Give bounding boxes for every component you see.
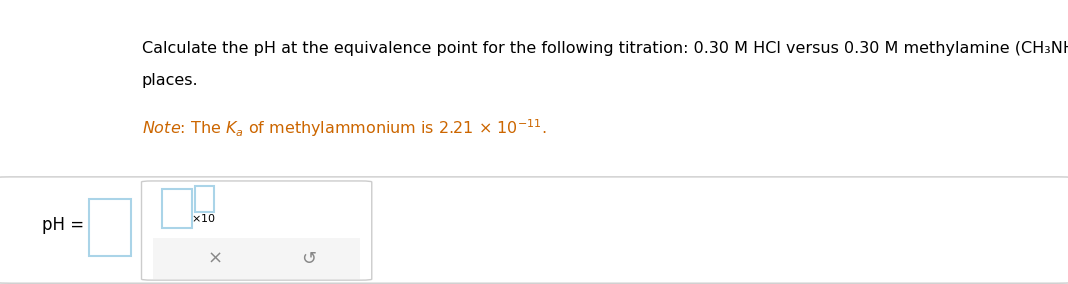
Text: $\it{Note}$: The $K_a$ of methylammonium is 2.21 $\times$ 10$^{-11}$.: $\it{Note}$: The $K_a$ of methylammonium… bbox=[142, 117, 547, 139]
FancyBboxPatch shape bbox=[0, 177, 1068, 283]
Text: Calculate the pH at the equivalence point for the following titration: 0.30 M HC: Calculate the pH at the equivalence poin… bbox=[142, 41, 1068, 56]
FancyBboxPatch shape bbox=[153, 238, 360, 279]
FancyBboxPatch shape bbox=[141, 181, 372, 280]
FancyBboxPatch shape bbox=[90, 199, 131, 256]
FancyBboxPatch shape bbox=[194, 186, 214, 212]
Text: pH =: pH = bbox=[42, 216, 84, 234]
Text: ×: × bbox=[207, 250, 222, 268]
Text: ↺: ↺ bbox=[301, 250, 316, 268]
FancyBboxPatch shape bbox=[162, 189, 192, 228]
Text: $\times$10: $\times$10 bbox=[191, 212, 216, 224]
Text: places.: places. bbox=[142, 74, 199, 88]
